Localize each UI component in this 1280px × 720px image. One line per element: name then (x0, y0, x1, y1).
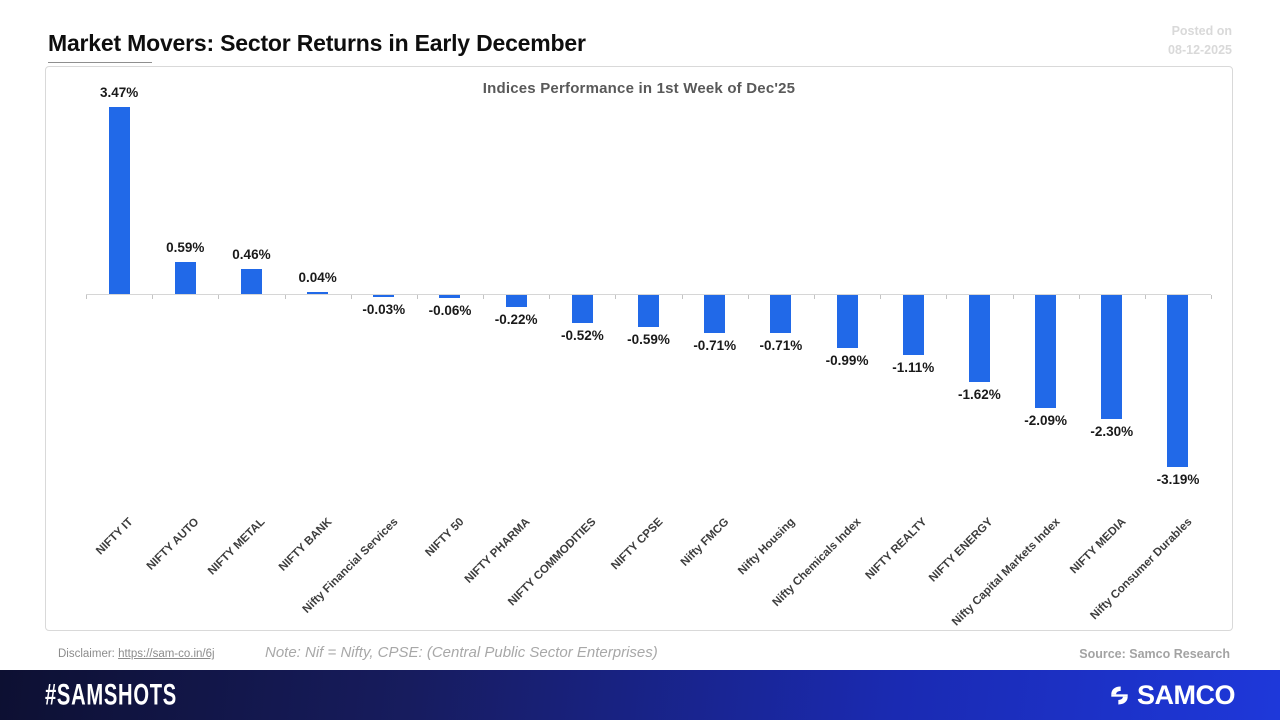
posted-on-label: Posted on (1171, 24, 1232, 38)
bar-value-label: 0.59% (166, 240, 205, 256)
x-axis-tick (813, 295, 815, 299)
x-axis-tick (152, 295, 154, 299)
title-underline (48, 62, 152, 63)
bar-value-label: 0.46% (232, 247, 271, 263)
bar (968, 295, 990, 383)
bar-value-label: 0.04% (298, 269, 337, 285)
bar-value-label: -0.06% (428, 303, 472, 319)
bar-value-label: -0.52% (560, 328, 604, 344)
bar-value-label: -2.30% (1090, 424, 1134, 440)
bar (1101, 295, 1123, 420)
x-axis-tick (483, 295, 485, 299)
x-axis-category-label: NIFTY MEDIA (1067, 516, 1129, 577)
bar-value-label: 3.47% (99, 84, 139, 100)
x-axis-tick (747, 295, 749, 299)
bar (704, 295, 726, 334)
x-axis-category-label: NIFTY METAL (206, 516, 268, 578)
bar-value-label: -0.71% (693, 338, 737, 354)
posted-on: Posted on 08-12-2025 (1168, 22, 1232, 61)
x-axis-tick (86, 295, 87, 299)
chart-card: Indices Performance in 1st Week of Dec'2… (45, 66, 1233, 631)
bar-value-label: -0.59% (627, 331, 670, 347)
bar-value-label: -1.62% (958, 387, 1001, 403)
bar-value-label: -3.19% (1156, 472, 1200, 488)
x-axis-tick (416, 295, 418, 299)
source-credit: Source: Samco Research (1079, 647, 1230, 661)
x-axis-tick (1012, 295, 1014, 299)
x-axis-category-label: NIFTY ENERGY (927, 516, 996, 585)
x-axis-tick (1211, 295, 1213, 299)
samco-logo-text: SAMCO (1137, 679, 1236, 710)
x-axis-category-label: Nifty Chemicals Index (770, 516, 864, 609)
x-axis-tick (681, 295, 683, 299)
bar-value-label: -0.22% (494, 311, 538, 327)
disclaimer: Disclaimer: https://sam-co.in/6j (58, 648, 215, 660)
bar (1167, 295, 1189, 468)
x-axis-category-label: NIFTY REALTY (863, 516, 930, 583)
bar-value-label: -0.99% (825, 353, 869, 369)
x-axis-category-label: Nifty Housing (736, 516, 798, 578)
bar (240, 269, 262, 294)
bar (174, 262, 196, 294)
x-axis-category-label: NIFTY AUTO (145, 516, 202, 573)
samco-logo: SAMCO (1107, 679, 1236, 711)
posted-on-date: 08-12-2025 (1168, 43, 1232, 58)
x-axis-category-label: Nifty Capital Markets Index (949, 516, 1063, 629)
footnote: Note: Nif = Nifty, CPSE: (Central Public… (265, 644, 658, 661)
bar (836, 295, 858, 349)
brand-band: #SAMSHOTS SAMCO (0, 670, 1280, 720)
bar-value-label: -0.71% (759, 338, 803, 354)
x-axis-line (86, 294, 1212, 295)
bar (505, 295, 527, 307)
bar-value-label: -1.11% (892, 359, 935, 375)
bar-chart-plot: 3.47% NIFTY IT 0.59% NIFTY AUTO 0.46% NIFTY M… (46, 67, 1232, 630)
bar-value-label: -2.09% (1024, 412, 1067, 428)
bar (307, 291, 329, 294)
x-axis-tick (1144, 295, 1146, 299)
page-title: Market Movers: Sector Returns in Early D… (48, 30, 586, 56)
bar (638, 295, 660, 327)
bar (373, 295, 395, 297)
x-axis-tick (284, 295, 286, 299)
disclaimer-link[interactable]: https://sam-co.in/6j (118, 648, 215, 660)
bar (439, 295, 461, 299)
disclaimer-label: Disclaimer: (58, 648, 119, 660)
bar-value-label: -0.03% (362, 301, 406, 317)
x-axis-tick (615, 295, 617, 299)
samshots-hashtag: #SAMSHOTS (45, 678, 177, 711)
bar (1035, 295, 1057, 408)
x-axis-tick (946, 295, 948, 299)
chart-title: Indices Performance in 1st Week of Dec'2… (482, 80, 796, 97)
x-axis-tick (350, 295, 352, 299)
bar (770, 295, 792, 334)
bar (108, 106, 130, 294)
bar (902, 295, 924, 355)
samco-flywheel-icon (1111, 686, 1128, 704)
x-axis-tick (880, 295, 882, 299)
x-axis-tick (549, 295, 551, 299)
x-axis-tick (218, 295, 220, 299)
x-axis-category-label: Nifty Consumer Durables (1088, 516, 1195, 623)
bar (571, 295, 593, 324)
x-axis-tick (1078, 295, 1080, 299)
